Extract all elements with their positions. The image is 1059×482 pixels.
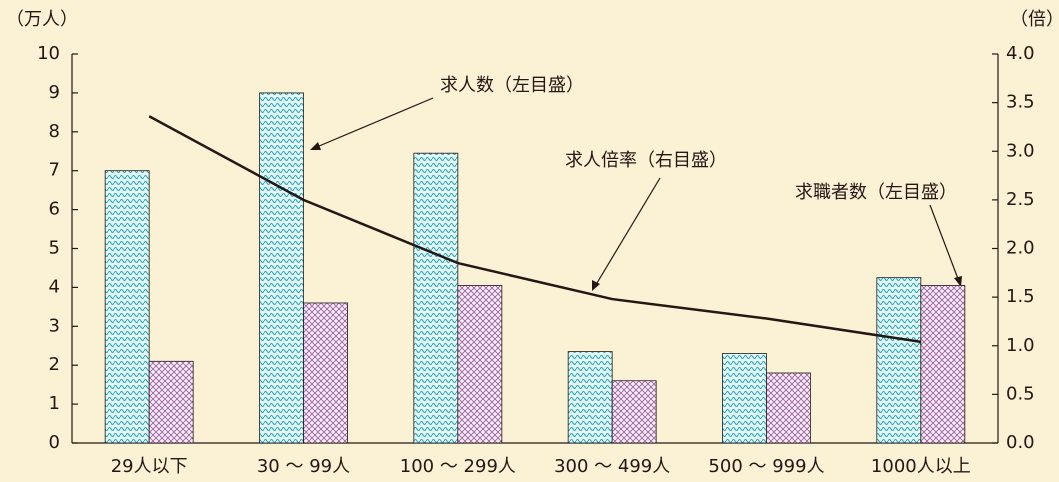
y-tick-label: 0 bbox=[49, 432, 60, 453]
y-tick-label: 9 bbox=[49, 82, 60, 103]
x-tick-label: 29人以下 bbox=[111, 456, 188, 477]
bar bbox=[457, 285, 503, 444]
annotation-arrow bbox=[929, 204, 961, 285]
bar bbox=[259, 92, 304, 444]
series-annotation: 求人数（左目盛） bbox=[440, 75, 584, 96]
y2-tick-label: 2.5 bbox=[1006, 189, 1035, 210]
arrow-head bbox=[592, 280, 600, 291]
bar bbox=[920, 285, 966, 444]
y-tick-label: 5 bbox=[49, 238, 60, 259]
y-tick-label: 8 bbox=[49, 121, 60, 142]
y2-axis-label: （倍） bbox=[1010, 9, 1059, 30]
series-annotation: 求人倍率（右目盛） bbox=[565, 150, 727, 171]
y2-tick-label: 1.0 bbox=[1006, 335, 1035, 356]
bar bbox=[766, 372, 811, 444]
y-tick-label: 2 bbox=[49, 354, 60, 375]
x-tick-label: 30 ～ 99人 bbox=[257, 456, 350, 477]
arrow-head bbox=[310, 142, 321, 150]
y-tick-label: 6 bbox=[49, 199, 60, 220]
y2-tick-label: 2.0 bbox=[1006, 238, 1035, 259]
line bbox=[148, 115, 922, 344]
annotation-arrow bbox=[311, 97, 434, 150]
bar bbox=[876, 277, 922, 444]
x-tick-label: 500 ～ 999人 bbox=[708, 456, 824, 477]
y2-tick-label: 4.0 bbox=[1006, 43, 1035, 64]
y-tick-label: 4 bbox=[49, 276, 60, 297]
y2-tick-label: 0.0 bbox=[1006, 432, 1035, 453]
y-axis-label: （万人） bbox=[6, 9, 78, 30]
arrow-head bbox=[954, 276, 962, 287]
bar bbox=[104, 170, 150, 444]
y2-tick-label: 0.5 bbox=[1006, 383, 1035, 404]
y-tick-label: 7 bbox=[49, 160, 60, 181]
x-tick-label: 1000人以上 bbox=[871, 456, 971, 477]
bar bbox=[722, 353, 767, 444]
bar bbox=[148, 360, 194, 444]
bar bbox=[303, 302, 348, 444]
y2-tick-label: 3.0 bbox=[1006, 140, 1035, 161]
y2-tick-label: 3.5 bbox=[1006, 92, 1035, 113]
bar bbox=[567, 351, 613, 444]
y2-tick-label: 1.5 bbox=[1006, 286, 1035, 307]
y-tick-label: 10 bbox=[37, 43, 60, 64]
x-tick-label: 100 ～ 299人 bbox=[400, 456, 516, 477]
x-tick-label: 300 ～ 499人 bbox=[554, 456, 670, 477]
y-tick-label: 3 bbox=[49, 315, 60, 336]
bar bbox=[611, 380, 657, 444]
series-annotation: 求職者数（左目盛） bbox=[795, 182, 957, 203]
y-tick-label: 1 bbox=[49, 393, 60, 414]
annotation-arrow bbox=[593, 177, 661, 289]
bar bbox=[413, 152, 459, 444]
